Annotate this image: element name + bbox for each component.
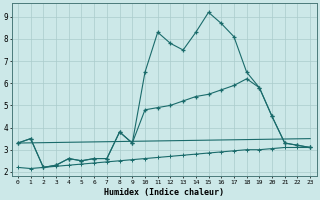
X-axis label: Humidex (Indice chaleur): Humidex (Indice chaleur)	[104, 188, 224, 197]
